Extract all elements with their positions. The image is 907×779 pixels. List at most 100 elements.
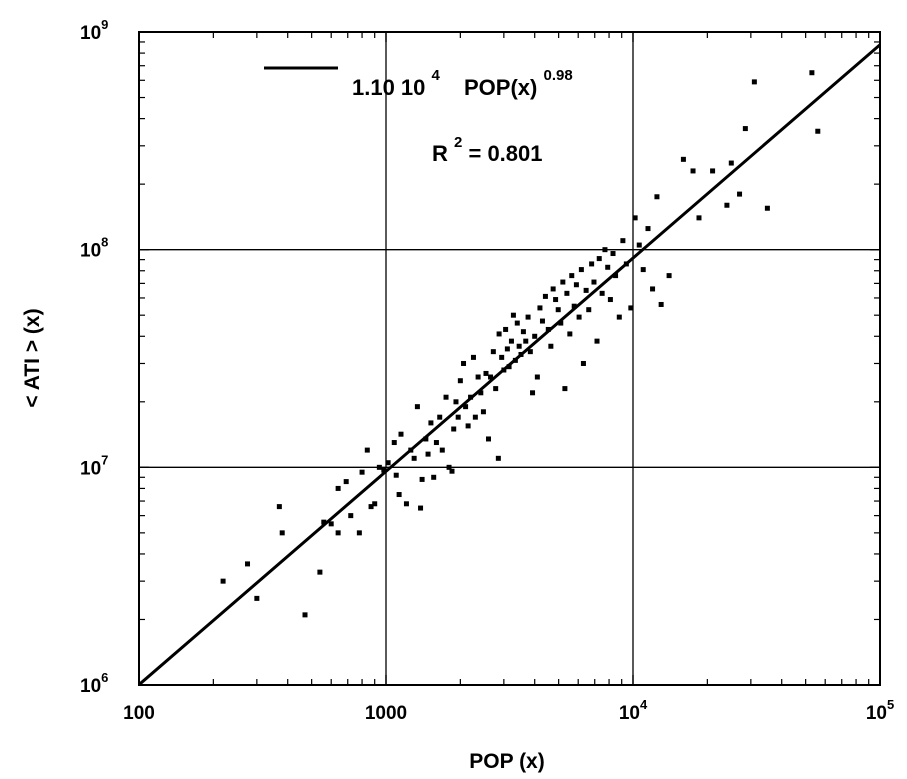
- x-tick-labels: 100 1000 104 105: [123, 697, 894, 724]
- data-point: [523, 338, 529, 344]
- data-point: [562, 386, 568, 392]
- data-point: [418, 505, 424, 511]
- data-point: [504, 346, 510, 352]
- x-tick-label: 105: [866, 697, 894, 724]
- legend-r2-prefix: R: [432, 141, 448, 166]
- data-point: [510, 312, 516, 318]
- data-point: [254, 595, 260, 601]
- data-point: [737, 191, 743, 197]
- data-point: [321, 519, 327, 525]
- data-point: [710, 168, 716, 174]
- data-point: [348, 513, 354, 519]
- y-axis-title: < ATI > (x): [21, 308, 44, 407]
- data-point: [245, 561, 251, 567]
- data-point: [381, 467, 387, 473]
- data-point: [279, 530, 285, 536]
- data-point: [527, 349, 533, 355]
- data-point: [537, 305, 543, 311]
- data-point: [220, 578, 226, 584]
- legend-r2-exp: 2: [454, 134, 462, 151]
- data-point: [495, 455, 501, 461]
- data-point: [398, 431, 404, 437]
- data-point: [571, 303, 577, 309]
- data-point: [596, 256, 602, 262]
- data-point: [550, 286, 556, 292]
- data-point: [503, 326, 509, 332]
- data-point: [594, 338, 600, 344]
- data-point: [453, 399, 459, 405]
- data-point: [317, 569, 323, 575]
- data-point: [364, 447, 370, 453]
- data-point: [425, 451, 431, 457]
- data-point: [553, 297, 559, 303]
- data-point: [591, 279, 597, 285]
- data-point: [539, 318, 545, 324]
- y-tick-labels: 106 107 108 109: [80, 17, 108, 697]
- data-point: [488, 374, 494, 380]
- data-point: [376, 464, 382, 470]
- data-point: [385, 460, 391, 466]
- data-point: [433, 440, 439, 446]
- data-point: [586, 307, 592, 313]
- data-point: [483, 370, 489, 376]
- data-point: [809, 70, 815, 76]
- data-point: [446, 464, 452, 470]
- data-point: [555, 307, 561, 313]
- data-point: [431, 474, 437, 480]
- data-point: [728, 160, 734, 166]
- data-point: [485, 436, 491, 442]
- data-point: [620, 238, 626, 244]
- data-point: [650, 286, 656, 292]
- data-point: [640, 267, 646, 273]
- data-point: [576, 314, 582, 320]
- data-point: [542, 293, 548, 299]
- data-point: [499, 354, 505, 360]
- data-point: [564, 290, 570, 296]
- data-point: [472, 414, 478, 420]
- legend-fit-equation: 1.10 10 4 POP(x) 0.98: [352, 60, 573, 100]
- data-point: [493, 386, 499, 392]
- legend-fit-var-exp: 0.98: [543, 67, 572, 84]
- data-point: [525, 314, 531, 320]
- x-tick-label: 104: [619, 697, 648, 724]
- legend: 1.10 10 4 POP(x) 0.98 R 2 = 0.801: [264, 60, 573, 166]
- data-point: [335, 530, 341, 536]
- data-point: [356, 530, 362, 536]
- data-point: [437, 414, 443, 420]
- data-point: [490, 349, 496, 355]
- data-point: [680, 156, 686, 162]
- data-point: [443, 394, 449, 400]
- data-point: [470, 354, 476, 360]
- data-point: [508, 338, 514, 344]
- data-point: [607, 297, 613, 303]
- data-point: [463, 404, 469, 410]
- legend-fit-prefix-exp: 4: [432, 67, 441, 84]
- data-point: [475, 374, 481, 380]
- data-point: [632, 215, 638, 221]
- data-point: [666, 273, 672, 279]
- data-point: [343, 479, 349, 485]
- data-point: [403, 501, 409, 507]
- data-point: [567, 331, 573, 337]
- legend-r2: R 2 = 0.801: [432, 127, 543, 166]
- data-point: [516, 343, 522, 349]
- data-point: [602, 247, 608, 253]
- data-point: [478, 390, 484, 396]
- data-point: [583, 287, 589, 293]
- data-point: [439, 447, 445, 453]
- data-point: [419, 476, 425, 482]
- data-point: [690, 168, 696, 174]
- data-point: [751, 79, 757, 85]
- y-tick-label: 107: [80, 452, 108, 479]
- y-tick-label: 106: [80, 670, 108, 697]
- data-point: [573, 282, 579, 288]
- data-point: [496, 331, 502, 337]
- x-tick-label: 100: [123, 703, 155, 724]
- data-point: [396, 492, 402, 498]
- plot-frame: [138, 31, 881, 686]
- fit-line: [138, 43, 881, 686]
- legend-r2-value: = 0.801: [468, 141, 542, 166]
- data-point: [658, 301, 664, 307]
- data-point: [654, 194, 660, 200]
